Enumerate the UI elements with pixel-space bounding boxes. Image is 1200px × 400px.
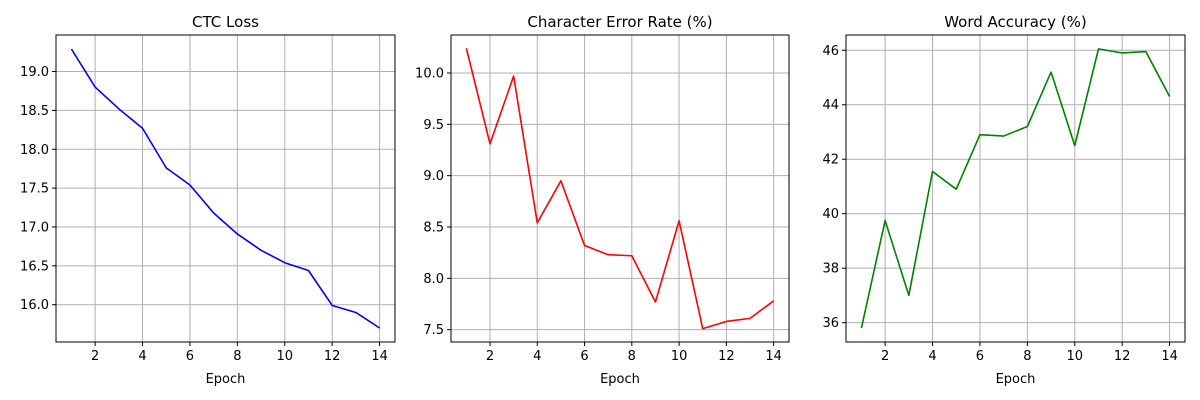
chart-word-accuracy: Word Accuracy (%) Epoch 2 4 6 8 10 12 14363840… bbox=[822, 13, 1186, 387]
x-tick-label: 4 bbox=[533, 349, 541, 364]
chart-character-error-rate: Character Error Rate (%) Epoch 2 4 6 8 10 12 1… bbox=[415, 13, 790, 387]
y-tick-label: 16.0 bbox=[20, 298, 49, 313]
x-tick-label: 8 bbox=[1023, 349, 1031, 364]
series-line bbox=[465, 48, 775, 330]
x-axis-label: Epoch bbox=[996, 372, 1036, 387]
x-tick-label: 8 bbox=[628, 349, 636, 364]
y-tick-label: 9.5 bbox=[423, 118, 444, 133]
y-tick-label: 8.0 bbox=[423, 272, 444, 287]
y-tick-label: 10.0 bbox=[415, 66, 444, 81]
y-tick-label: 19.0 bbox=[20, 65, 49, 80]
y-tick-label: 18.0 bbox=[20, 143, 49, 158]
x-tick-label: 14 bbox=[371, 349, 388, 364]
x-axis-label: Epoch bbox=[206, 372, 246, 387]
y-tick-label: 7.5 bbox=[423, 323, 444, 338]
x-tick-label: 2 bbox=[486, 349, 494, 364]
y-tick-label: 8.5 bbox=[423, 221, 444, 236]
y-tick-label: 18.5 bbox=[20, 104, 49, 119]
x-tick-label: 10 bbox=[671, 349, 688, 364]
y-tick-label: 46 bbox=[822, 44, 839, 59]
y-tick-label: 38 bbox=[822, 262, 839, 277]
x-tick-label: 12 bbox=[718, 349, 735, 364]
plot-frame bbox=[845, 34, 1186, 343]
y-tick-label: 40 bbox=[822, 207, 839, 222]
x-tick-label: 8 bbox=[233, 349, 241, 364]
y-tick-label: 9.0 bbox=[423, 169, 444, 184]
y-tick-label: 17.5 bbox=[20, 182, 49, 197]
y-tick-label: 44 bbox=[822, 98, 839, 113]
x-tick-label: 10 bbox=[1066, 349, 1083, 364]
x-tick-label: 6 bbox=[580, 349, 588, 364]
x-tick-label: 4 bbox=[138, 349, 146, 364]
y-tick-label: 17.0 bbox=[20, 220, 49, 235]
series-line bbox=[860, 48, 1171, 329]
x-tick-label: 4 bbox=[928, 349, 936, 364]
x-tick-label: 12 bbox=[324, 349, 341, 364]
x-tick-label: 10 bbox=[276, 349, 293, 364]
x-tick-label: 12 bbox=[1114, 349, 1131, 364]
x-tick-label: 6 bbox=[186, 349, 194, 364]
x-tick-label: 6 bbox=[976, 349, 984, 364]
x-tick-label: 2 bbox=[91, 349, 99, 364]
chart-title: Word Accuracy (%) bbox=[944, 13, 1087, 31]
series-line bbox=[70, 48, 381, 329]
x-axis-label: Epoch bbox=[600, 372, 640, 387]
x-tick-label: 2 bbox=[881, 349, 889, 364]
x-tick-label: 14 bbox=[1161, 349, 1178, 364]
y-tick-label: 42 bbox=[822, 153, 839, 168]
y-tick-label: 16.5 bbox=[20, 259, 49, 274]
plot-frame bbox=[450, 34, 790, 343]
chart-title: CTC Loss bbox=[192, 13, 259, 31]
chart-ctc-loss: CTC Loss Epoch 2 4 6 8 10 12 14 16.0 16.5 17.0 17.… bbox=[20, 13, 396, 387]
x-tick-label: 14 bbox=[765, 349, 782, 364]
y-tick-label: 36 bbox=[822, 316, 839, 331]
chart-title: Character Error Rate (%) bbox=[527, 13, 712, 31]
